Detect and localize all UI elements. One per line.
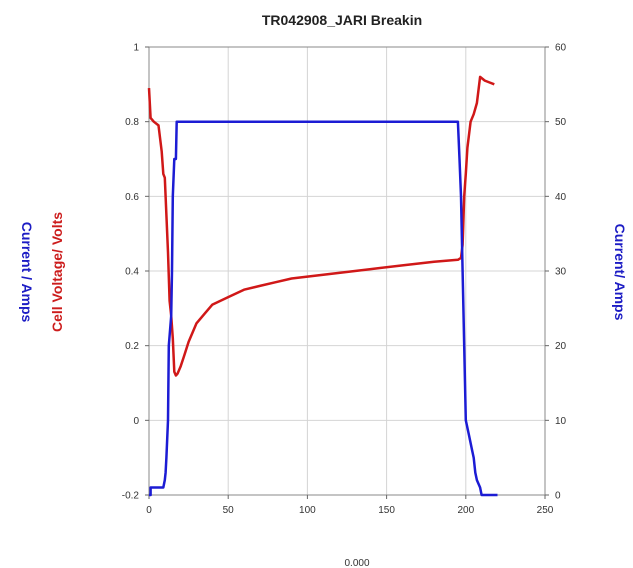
x-tick-label: 50 — [223, 505, 235, 516]
right-y-tick-label: 50 — [555, 117, 567, 128]
right-y-tick-label: 30 — [555, 267, 567, 278]
right-y-tick-label: 0 — [555, 491, 561, 502]
left-y-tick-label: 0.2 — [125, 341, 139, 352]
right-axis-label-current: Current/ Amps — [612, 224, 628, 321]
left-y-axis: -0.2 0 0.2 0.4 0.6 0.8 1 — [122, 43, 149, 502]
x-tick-label: 150 — [378, 505, 395, 516]
right-y-tick-label: 40 — [555, 192, 567, 203]
right-y-tick-label: 20 — [555, 341, 567, 352]
x-tick-label: 0 — [146, 505, 152, 516]
left-y-tick-label: -0.2 — [122, 491, 140, 502]
x-tick-label: 100 — [299, 505, 316, 516]
left-axis-label-voltage: Cell Voltage/ Volts — [49, 212, 65, 332]
series-line-voltage — [147, 75, 495, 377]
x-axis: 0 50 100 150 200 250 — [146, 495, 554, 516]
x-axis-label: 0.000 — [344, 558, 369, 568]
left-y-tick-label: 0 — [133, 416, 139, 427]
right-y-axis: 0 10 20 30 40 50 60 — [545, 43, 567, 502]
series-layer — [147, 75, 498, 497]
left-axis-label-current: Current / Amps — [19, 222, 35, 323]
left-y-tick-label: 0.6 — [125, 192, 139, 203]
series-line-current — [149, 120, 498, 497]
x-tick-label: 200 — [457, 505, 474, 516]
right-y-tick-label: 60 — [555, 43, 567, 54]
left-y-tick-label: 0.4 — [125, 267, 139, 278]
left-y-tick-label: 0.8 — [125, 117, 139, 128]
right-y-tick-label: 10 — [555, 416, 567, 427]
left-y-tick-label: 1 — [133, 43, 139, 54]
x-tick-label: 250 — [537, 505, 554, 516]
chart-title: TR042908_JARI Breakin — [262, 12, 422, 28]
